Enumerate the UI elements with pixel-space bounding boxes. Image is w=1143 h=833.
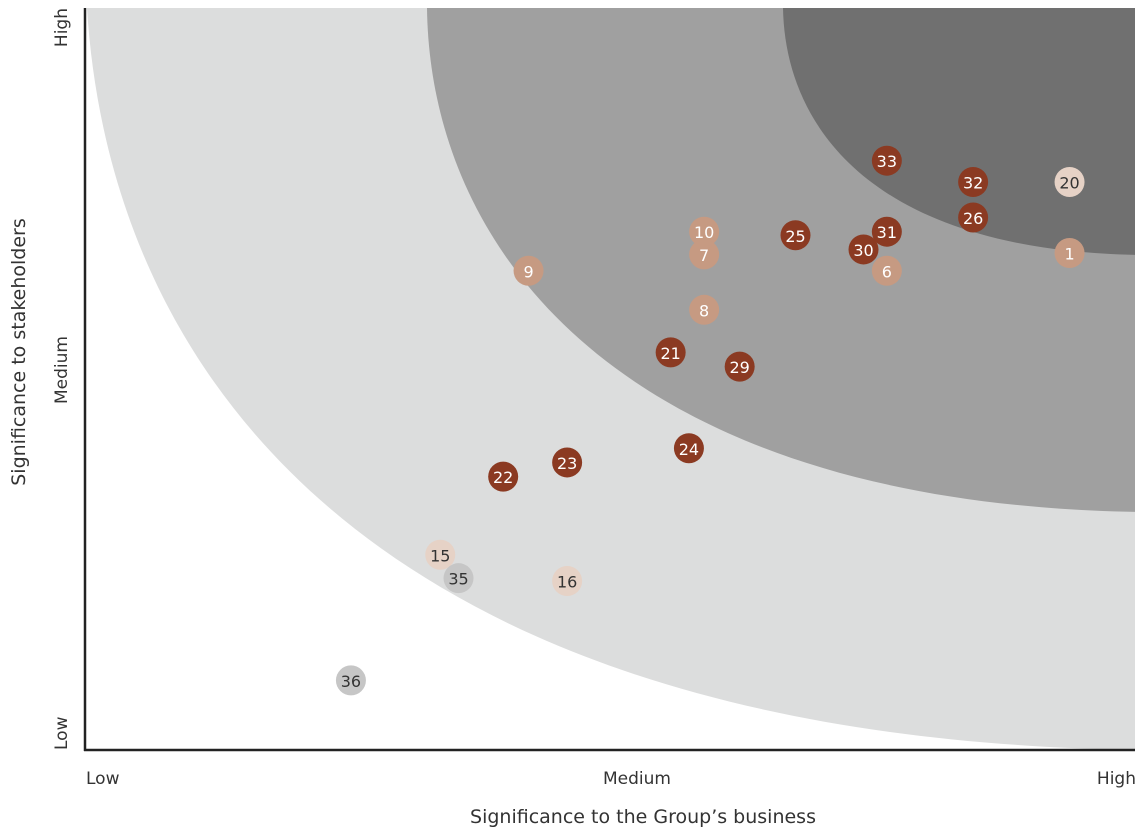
data-point-marker xyxy=(689,294,720,325)
data-point-label: 31 xyxy=(877,223,897,242)
data-point-marker xyxy=(655,337,686,368)
data-point-29: 29 xyxy=(724,351,755,382)
data-point-36: 36 xyxy=(335,665,366,696)
data-point-label: 21 xyxy=(660,344,680,363)
data-point-23: 23 xyxy=(552,447,583,478)
y-tick-low: Low xyxy=(52,716,72,750)
data-point-marker xyxy=(724,351,755,382)
data-point-16: 16 xyxy=(552,566,583,597)
data-point-20: 20 xyxy=(1054,167,1085,197)
data-point-label: 1 xyxy=(1064,245,1074,264)
zones xyxy=(87,8,1135,750)
data-point-label: 29 xyxy=(729,358,749,377)
data-point-marker xyxy=(958,202,989,233)
data-point-9: 9 xyxy=(513,255,544,286)
data-point-label: 24 xyxy=(679,440,699,459)
data-point-label: 20 xyxy=(1059,174,1079,193)
data-point-marker xyxy=(673,433,704,464)
data-point-marker xyxy=(425,539,456,570)
data-point-marker xyxy=(871,255,902,286)
data-point-marker xyxy=(513,255,544,286)
data-point-6: 6 xyxy=(871,255,902,286)
data-point-marker xyxy=(1054,167,1085,197)
data-point-10: 10 xyxy=(689,216,720,247)
data-point-7: 7 xyxy=(689,239,720,270)
data-point-label: 35 xyxy=(448,570,468,589)
data-point-label: 6 xyxy=(882,262,892,281)
data-point-label: 25 xyxy=(785,227,805,246)
data-point-33: 33 xyxy=(871,145,902,176)
data-point-label: 10 xyxy=(694,223,714,242)
y-tick-high: High xyxy=(52,8,72,47)
data-point-marker xyxy=(552,566,583,597)
x-tick-medium: Medium xyxy=(603,769,671,789)
y-tick-medium: Medium xyxy=(52,336,72,404)
data-point-24: 24 xyxy=(673,433,704,464)
data-point-marker xyxy=(443,563,474,594)
data-point-label: 9 xyxy=(523,262,533,281)
data-point-label: 23 xyxy=(557,454,577,473)
data-point-marker xyxy=(780,220,811,251)
data-point-marker xyxy=(335,665,366,696)
data-point-8: 8 xyxy=(689,294,720,325)
data-point-22: 22 xyxy=(488,461,519,492)
data-point-label: 8 xyxy=(699,301,709,320)
data-point-label: 15 xyxy=(430,546,450,565)
x-tick-high: High xyxy=(1097,769,1136,789)
data-point-marker xyxy=(552,447,583,478)
data-point-label: 22 xyxy=(493,468,513,487)
y-axis-title: Significance to stakeholders xyxy=(8,218,30,486)
data-point-marker xyxy=(848,234,879,265)
data-point-marker xyxy=(689,239,720,270)
data-point-marker xyxy=(871,216,902,247)
data-point-marker xyxy=(958,167,989,197)
data-point-32: 32 xyxy=(958,167,989,197)
data-point-label: 30 xyxy=(853,241,873,260)
data-point-21: 21 xyxy=(655,337,686,368)
data-point-31: 31 xyxy=(871,216,902,247)
data-point-marker xyxy=(1054,238,1085,268)
data-point-label: 16 xyxy=(557,573,577,592)
data-point-marker xyxy=(871,145,902,176)
data-point-30: 30 xyxy=(848,234,879,265)
data-point-25: 25 xyxy=(780,220,811,251)
data-point-label: 7 xyxy=(699,246,709,265)
data-point-label: 32 xyxy=(963,174,983,193)
data-point-marker xyxy=(689,216,720,247)
data-point-1: 1 xyxy=(1054,238,1085,268)
data-point-label: 33 xyxy=(877,152,897,171)
x-axis-title: Significance to the Group’s business xyxy=(470,806,816,828)
x-tick-low: Low xyxy=(86,769,120,789)
data-point-26: 26 xyxy=(958,202,989,233)
data-point-label: 26 xyxy=(963,209,983,228)
data-point-15: 15 xyxy=(425,539,456,570)
data-point-35: 35 xyxy=(443,563,474,594)
data-point-marker xyxy=(488,461,519,492)
data-point-label: 36 xyxy=(341,672,361,691)
zone-dark xyxy=(783,8,1135,255)
